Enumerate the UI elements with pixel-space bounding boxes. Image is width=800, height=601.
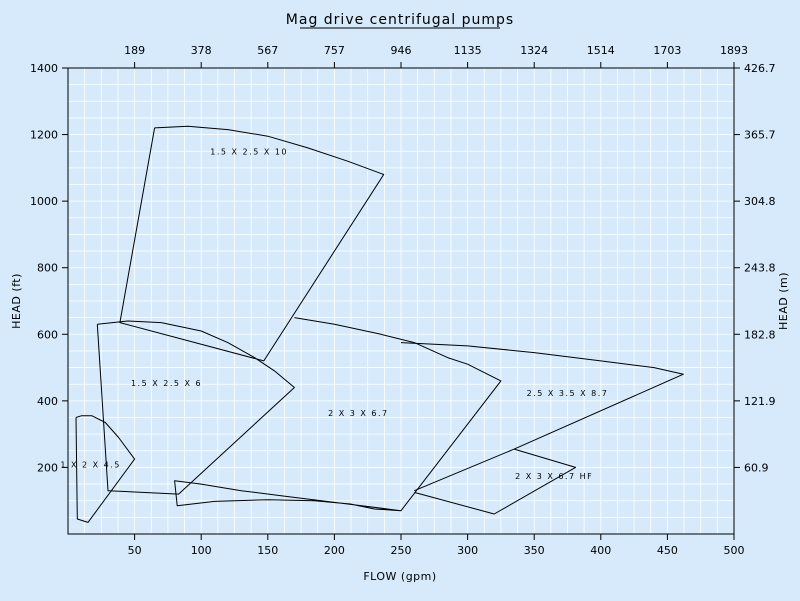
y-tick-label: 400	[37, 395, 58, 408]
x2-tick-label: 1324	[520, 44, 548, 57]
y2-axis-label: HEAD (m)	[777, 272, 790, 330]
y-tick-label: 800	[37, 262, 58, 275]
pump-region	[119, 125, 385, 362]
y-tick-label: 600	[37, 328, 58, 341]
pump-region-label: 2.5 X 3.5 X 8.7	[527, 389, 609, 398]
pump-region	[400, 342, 684, 492]
x-tick-label: 400	[590, 544, 611, 557]
pump-region-label: 1.5 X 2.5 X 6	[131, 379, 202, 388]
x2-tick-label: 946	[391, 44, 412, 57]
pump-region-label: 2 X 3 X 6.7 HF	[515, 472, 593, 481]
y-tick-label: 1200	[30, 129, 58, 142]
x-tick-label: 200	[324, 544, 345, 557]
y2-tick-label: 182.8	[744, 328, 776, 341]
x2-tick-label: 1135	[454, 44, 482, 57]
y2-tick-label: 121.9	[744, 395, 776, 408]
x2-tick-label: 1514	[587, 44, 615, 57]
x2-tick-label: 189	[124, 44, 145, 57]
x2-tick-label: 1893	[720, 44, 748, 57]
x-tick-label: 100	[191, 544, 212, 557]
y-tick-label: 200	[37, 461, 58, 474]
x-tick-label: 350	[524, 544, 545, 557]
pump-region	[75, 415, 136, 523]
x-tick-label: 50	[128, 544, 142, 557]
y2-tick-label: 60.9	[744, 461, 769, 474]
x2-tick-label: 567	[257, 44, 278, 57]
pump-regions	[75, 125, 684, 523]
y2-tick-label: 304.8	[744, 195, 776, 208]
labels: 1 X 2 X 4.5 1.5 X 2.5 X 6 1.5 X 2.5 X 10 2 …	[60, 148, 609, 482]
y-axis-label: HEAD (ft)	[10, 273, 23, 329]
axes: 50 100 150 200 250 300 350 400 450 500 189 378 567 75…	[30, 44, 776, 557]
x-tick-label: 450	[657, 544, 678, 557]
pump-region	[174, 317, 502, 512]
x2-tick-label: 757	[324, 44, 345, 57]
y-tick-label: 1000	[30, 195, 58, 208]
x-axis-label: FLOW (gpm)	[363, 570, 436, 583]
y2-tick-label: 365.7	[744, 129, 776, 142]
x-tick-label: 150	[257, 544, 278, 557]
pump-region	[414, 448, 576, 515]
y2-tick-label: 243.8	[744, 262, 776, 275]
x2-tick-label: 378	[191, 44, 212, 57]
x2-tick-label: 1703	[653, 44, 681, 57]
x-tick-label: 500	[724, 544, 745, 557]
pump-region-label: 1.5 X 2.5 X 10	[210, 148, 288, 157]
y2-tick-label: 426.7	[744, 62, 776, 75]
pump-region-label: 2 X 3 X 6.7	[328, 409, 389, 418]
x-tick-label: 250	[391, 544, 412, 557]
chart-title: Mag drive centrifugal pumps	[286, 12, 514, 28]
x-tick-label: 300	[457, 544, 478, 557]
y-tick-label: 1400	[30, 62, 58, 75]
pump-region-label: 1 X 2 X 4.5	[60, 460, 121, 469]
pump-region	[96, 320, 295, 495]
grid	[67, 67, 735, 535]
